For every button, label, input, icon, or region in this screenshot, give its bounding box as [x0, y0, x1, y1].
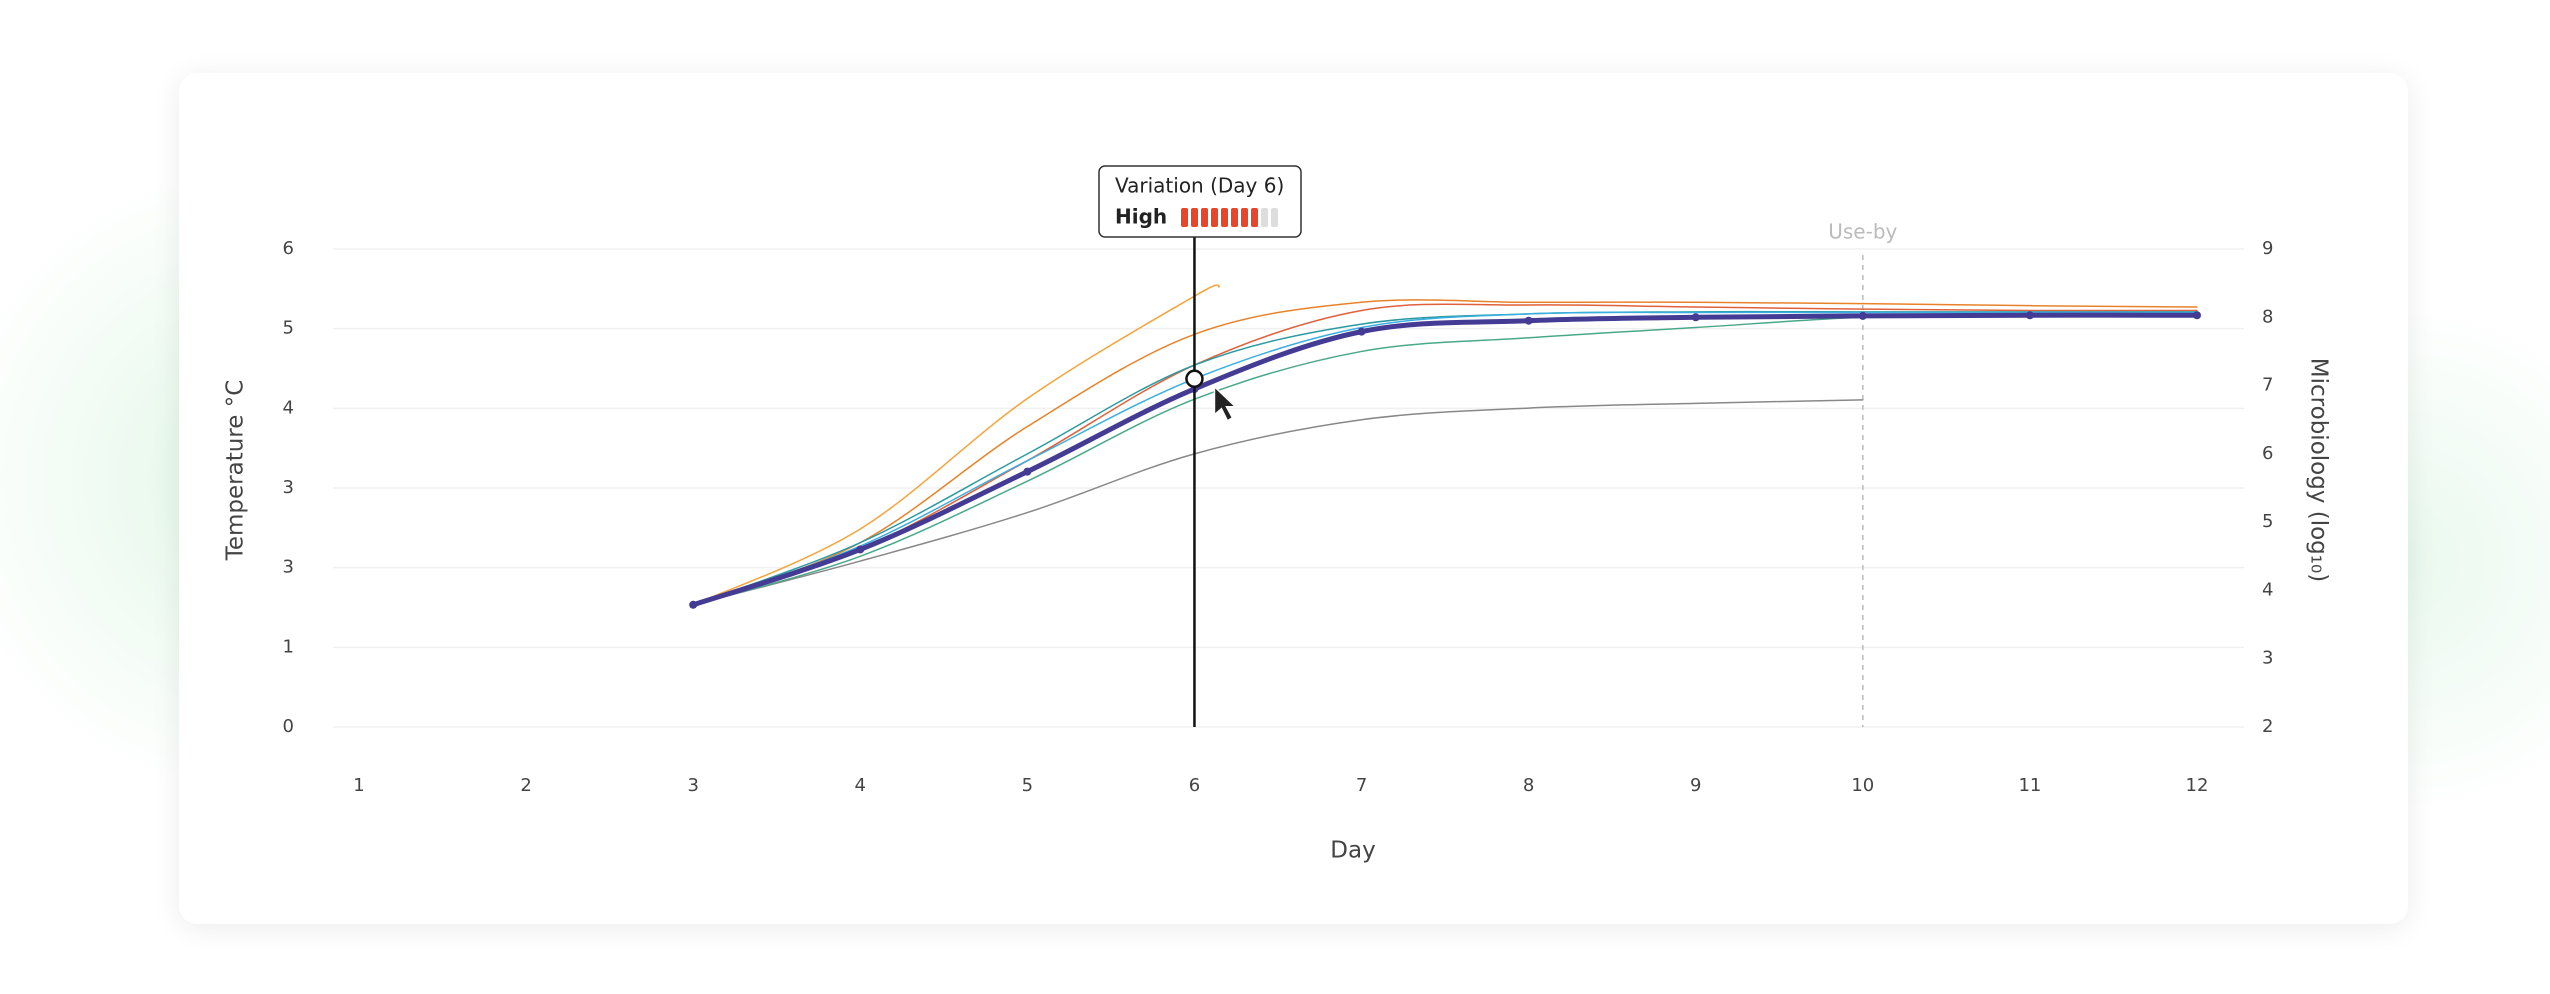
series-line [692, 311, 2198, 606]
cursor-point [1185, 369, 1204, 388]
x-tick-label: 12 [2186, 775, 2209, 796]
y-tick-label: 6 [283, 238, 294, 259]
y2-tick-label: 4 [2262, 579, 2273, 600]
point-marker [856, 545, 865, 554]
y2-tick-label: 8 [2262, 306, 2273, 327]
x-tick-label: 8 [1523, 775, 1534, 796]
level-segment [1211, 208, 1218, 227]
tooltip-level: High [1115, 205, 1167, 229]
y2-tick-label: 6 [2262, 443, 2273, 464]
level-segment [1201, 208, 1208, 227]
series-line [692, 310, 2198, 606]
mouse-pointer [1213, 384, 1238, 422]
point-marker [1858, 311, 1867, 320]
x-tick-label: 1 [353, 775, 364, 796]
y-tick-label: 1 [283, 636, 294, 657]
y2-tick-label: 9 [2262, 238, 2273, 259]
y-tick-label: 0 [283, 716, 294, 737]
x-tick-label: 9 [1690, 775, 1701, 796]
x-axis-title: Day [1330, 838, 1375, 864]
y-tick-label: 3 [283, 477, 294, 498]
x-tick-label: 4 [855, 775, 866, 796]
x-tick-label: 10 [1851, 775, 1874, 796]
level-segment [1271, 208, 1278, 227]
y2-tick-label: 2 [2262, 716, 2273, 737]
point-marker [1691, 313, 1700, 322]
point-marker [1524, 316, 1533, 325]
point-marker [1357, 327, 1366, 336]
point-marker [2025, 311, 2034, 320]
point-marker [2193, 311, 2201, 320]
series-line [690, 312, 2200, 608]
series-line [692, 314, 2198, 606]
point-marker [689, 600, 698, 609]
y2-tick-label: 5 [2262, 511, 2273, 532]
x-tick-label: 11 [2018, 775, 2041, 796]
level-segment [1191, 208, 1198, 227]
y-tick-label: 3 [283, 557, 294, 578]
level-segment [1181, 208, 1188, 227]
series-line [692, 284, 1221, 606]
y-tick-label: 4 [283, 397, 294, 418]
use-by-label: Use-by [1828, 220, 1897, 244]
level-segment [1231, 208, 1238, 227]
level-segment [1221, 208, 1228, 227]
x-tick-label: 6 [1189, 775, 1200, 796]
y2-axis-title: Microbiology (log₁₀) [2306, 358, 2332, 582]
level-segment [1251, 208, 1258, 227]
level-segment [1241, 208, 1248, 227]
x-tick-label: 3 [687, 775, 698, 796]
series-line [692, 399, 1864, 606]
y-axis-title: Temperature °C [223, 380, 249, 562]
y-tick-label: 5 [283, 318, 294, 339]
level-segment [1261, 208, 1268, 227]
y2-tick-label: 7 [2262, 375, 2273, 396]
x-tick-label: 2 [520, 775, 531, 796]
x-tick-label: 5 [1022, 775, 1033, 796]
series-line [692, 299, 2198, 606]
x-tick-label: 7 [1356, 775, 1367, 796]
point-marker [1023, 467, 1032, 476]
y2-tick-label: 3 [2262, 648, 2273, 669]
tooltip-title: Variation (Day 6) [1115, 174, 1284, 198]
tooltip-box [1098, 165, 1302, 238]
series-line [692, 303, 2198, 606]
